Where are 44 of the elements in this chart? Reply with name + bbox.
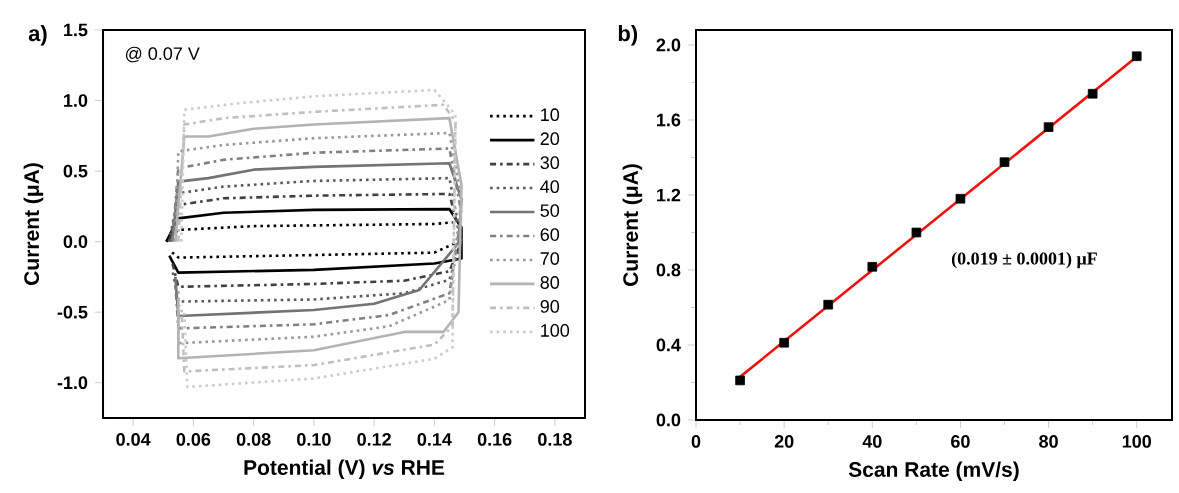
legend-label: 60 xyxy=(540,228,560,241)
x-tick-label: 0.14 xyxy=(417,433,452,446)
annotation: @ 0.07 V xyxy=(125,46,200,63)
y-tick-label: 1.6 xyxy=(657,113,681,127)
legend-label: 10 xyxy=(541,108,560,122)
y-tick-label: 1.5 xyxy=(64,23,88,37)
x-tick-label: 20 xyxy=(774,435,794,448)
y-tick-label: 2.0 xyxy=(656,38,681,52)
x-tick-label: 60 xyxy=(951,435,970,448)
legend-label: 30 xyxy=(540,156,560,170)
y-tick-label: 1.0 xyxy=(64,94,88,107)
x-axis-title: Scan Rate (mV/s) xyxy=(848,461,1019,482)
y-tick-label: 0.8 xyxy=(656,263,681,277)
y-axis-title: Current (μA) xyxy=(622,164,643,286)
y-tick-label: 0.0 xyxy=(656,413,681,427)
legend-label: 100 xyxy=(541,324,570,337)
x-tick-label: 100 xyxy=(1122,435,1152,448)
y-tick-label: 0.0 xyxy=(63,235,88,249)
x-tick-label: 0.06 xyxy=(176,433,211,446)
x-tick-label: 0.04 xyxy=(116,433,151,446)
x-tick-label: 0.12 xyxy=(357,433,391,446)
legend-label: 70 xyxy=(540,252,560,265)
x-tick-label: 0.10 xyxy=(297,433,331,446)
y-tick-label: -1.0 xyxy=(57,376,88,390)
x-tick-label: 0 xyxy=(691,435,701,448)
legend-label: 50 xyxy=(540,204,560,217)
legend-label: 90 xyxy=(540,300,560,313)
chart-title: a) xyxy=(28,25,47,46)
annotation: (0.019 ± 0.0001) μF xyxy=(951,251,1097,269)
y-tick-label: 1.2 xyxy=(657,188,681,202)
legend-label: 40 xyxy=(540,180,560,194)
y-axis-title: Current (μA) xyxy=(23,163,44,285)
legend-label: 80 xyxy=(540,276,560,289)
x-tick-label: 80 xyxy=(1039,435,1058,448)
x-tick-label: 0.08 xyxy=(236,433,271,446)
x-tick-label: 40 xyxy=(862,435,882,448)
x-tick-label: 0.16 xyxy=(477,433,512,446)
y-tick-label: 0.5 xyxy=(63,164,88,178)
y-tick-label: 0.4 xyxy=(656,338,681,352)
x-tick-label: 0.18 xyxy=(538,433,572,446)
legend-label: 20 xyxy=(540,132,560,146)
x-axis-title: Potential (V) vs RHE xyxy=(244,459,445,480)
chart-title: b) xyxy=(618,25,638,46)
y-tick-label: -0.5 xyxy=(57,305,88,319)
